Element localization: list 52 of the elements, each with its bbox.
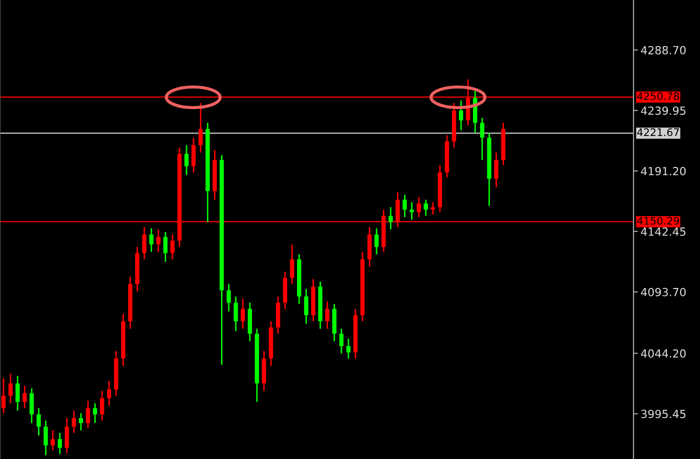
candlestick — [58, 432, 62, 455]
candlestick — [163, 231, 168, 262]
candlestick — [290, 244, 294, 285]
y-tick-label: 4288.70 — [640, 46, 686, 54]
candlestick — [494, 152, 498, 188]
candlestick — [430, 202, 436, 216]
candlestick — [1, 378, 6, 414]
candlestick — [416, 196, 421, 218]
candlestick — [410, 202, 414, 220]
candlestick — [191, 137, 196, 174]
candlestick — [226, 283, 231, 312]
candlestick — [36, 407, 41, 436]
ref-line-label: 4250.78 — [637, 92, 680, 100]
candlestick — [346, 338, 351, 360]
candlestick — [304, 288, 308, 324]
candlestick — [325, 300, 330, 330]
candlestick — [22, 385, 27, 409]
candlestick — [424, 199, 428, 217]
candlestick — [184, 144, 189, 176]
candlestick — [388, 206, 393, 230]
candlestick — [198, 102, 203, 154]
candlestick — [92, 402, 98, 424]
ref-line-label: 4221.67 — [637, 128, 679, 136]
y-tick-label: 4093.70 — [640, 288, 686, 296]
candlestick — [64, 417, 69, 454]
candlestick — [78, 412, 84, 432]
candlestick — [72, 410, 76, 434]
candlestick — [142, 226, 146, 260]
candlestick — [234, 296, 238, 332]
y-tick-label: 3995.45 — [641, 410, 686, 418]
candlestick — [240, 298, 245, 330]
candlestick — [8, 372, 13, 404]
candlestick — [15, 375, 20, 412]
y-tick-label: 4044.20 — [640, 349, 686, 358]
ref-line-label: 4150.29 — [637, 216, 680, 225]
candlestick — [50, 430, 55, 452]
candlestick — [170, 234, 175, 260]
candlestick — [458, 100, 464, 131]
candlestick — [44, 420, 48, 456]
candlestick — [339, 328, 344, 354]
candlestick — [86, 400, 90, 429]
candlestick — [402, 194, 407, 218]
y-tick-label: 4239.95 — [640, 106, 686, 115]
candlestick — [106, 380, 112, 406]
candlestick — [480, 117, 484, 161]
candlestick — [100, 390, 104, 422]
candlestick — [30, 388, 34, 424]
candlestick — [374, 228, 379, 256]
y-tick-label: 4142.45 — [640, 227, 686, 236]
candlestick — [156, 228, 160, 253]
candlestick — [149, 228, 154, 253]
y-tick-label: 4191.20 — [640, 166, 686, 176]
